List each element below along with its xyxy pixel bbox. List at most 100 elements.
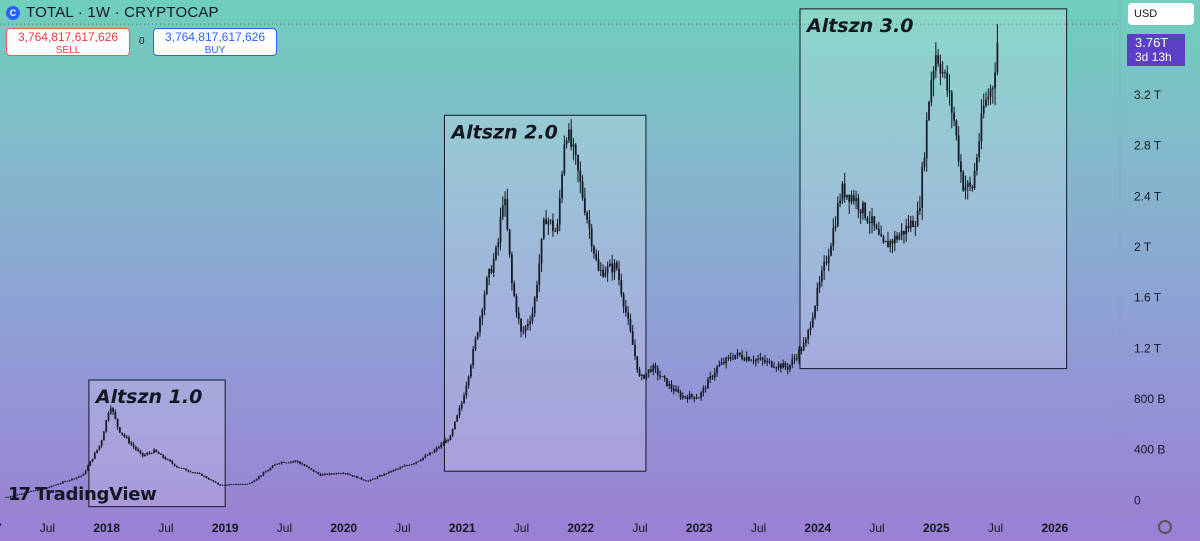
- candle: [463, 392, 465, 404]
- candle: [201, 473, 203, 476]
- candle: [930, 71, 933, 107]
- candle: [447, 438, 449, 443]
- candle: [84, 469, 87, 475]
- candle: [52, 485, 55, 487]
- last-price-value: 3.76T: [1135, 35, 1169, 50]
- candle: [645, 373, 648, 381]
- x-tick-label: Jul: [158, 521, 173, 535]
- candle: [438, 445, 440, 450]
- candle: [928, 100, 930, 122]
- candle: [506, 188, 509, 232]
- annotation-label: Altszn 1.0: [94, 386, 202, 408]
- candle: [456, 414, 459, 423]
- candle: [205, 475, 208, 479]
- candle: [75, 477, 78, 480]
- candle: [766, 358, 769, 367]
- candle: [196, 471, 199, 474]
- x-tick-label: 2017: [0, 521, 2, 535]
- candle: [599, 262, 602, 277]
- candle: [777, 361, 780, 371]
- candle: [376, 476, 379, 480]
- candle: [538, 254, 541, 293]
- candle: [716, 365, 718, 377]
- candle: [150, 452, 153, 454]
- candle: [743, 356, 746, 362]
- candle: [841, 181, 844, 205]
- candle: [198, 472, 201, 475]
- candle: [41, 488, 44, 490]
- candle: [554, 227, 557, 233]
- candle: [884, 240, 887, 243]
- candle: [344, 472, 347, 475]
- candle: [893, 230, 896, 252]
- annotation-box[interactable]: [443, 114, 647, 472]
- candle: [996, 23, 999, 76]
- candle: [440, 442, 443, 449]
- candle: [542, 217, 545, 240]
- candle: [207, 477, 210, 481]
- candle: [647, 369, 650, 378]
- candle: [299, 461, 301, 465]
- sell-button[interactable]: 3,764,817,617,626 SELL: [6, 28, 130, 56]
- candle: [761, 356, 764, 366]
- candle: [308, 466, 310, 469]
- candle: [253, 479, 256, 483]
- x-tick-label: Jul: [277, 521, 292, 535]
- candle: [643, 373, 646, 380]
- candle: [221, 484, 224, 486]
- annotation-box[interactable]: [799, 8, 1068, 370]
- candle: [71, 478, 73, 481]
- sell-label: SELL: [55, 45, 81, 56]
- candle: [144, 453, 146, 457]
- candle: [955, 119, 958, 141]
- tradingview-logo[interactable]: 17 TradingView: [8, 484, 157, 505]
- candle: [73, 478, 76, 480]
- candle: [426, 453, 429, 456]
- gear-icon[interactable]: [1158, 520, 1172, 534]
- candle: [900, 223, 903, 241]
- candle: [397, 468, 399, 471]
- candle: [809, 321, 812, 336]
- candle: [709, 371, 712, 383]
- candle: [424, 453, 427, 459]
- candle: [43, 488, 46, 489]
- y-tick-label: 800 B: [1134, 392, 1165, 406]
- candle: [923, 152, 926, 172]
- candle: [497, 238, 500, 256]
- candle: [887, 231, 889, 248]
- candle: [982, 93, 985, 119]
- price-axis: 0 400 B 800 B 1.2 T 1.6 T 2 T 2.4 T 2.8 T 3.2 T: [1134, 88, 1165, 507]
- candle: [987, 88, 990, 106]
- candle: [422, 457, 424, 461]
- candle: [871, 207, 873, 234]
- candle: [121, 432, 124, 437]
- candle: [25, 492, 28, 494]
- candle: [226, 484, 228, 486]
- candle: [433, 448, 436, 453]
- candle: [248, 482, 251, 484]
- candle: [916, 201, 919, 227]
- candle: [629, 313, 632, 333]
- currency-selector[interactable]: USD: [1128, 3, 1194, 25]
- candle: [9, 495, 12, 498]
- candle: [818, 275, 821, 293]
- annotation-box[interactable]: [88, 379, 226, 508]
- candle: [285, 462, 288, 464]
- candle: [711, 374, 714, 380]
- candle: [846, 194, 848, 200]
- x-tick-label: Jul: [751, 521, 766, 535]
- candle: [764, 354, 766, 365]
- candle: [449, 434, 452, 441]
- candle: [55, 484, 57, 486]
- candle: [805, 337, 807, 348]
- candle: [431, 452, 434, 454]
- candle: [125, 435, 128, 439]
- candle: [802, 337, 805, 352]
- candle: [754, 358, 757, 367]
- candle: [889, 239, 892, 253]
- candle: [515, 293, 518, 318]
- candle: [782, 359, 785, 369]
- buy-button[interactable]: 3,764,817,617,626 BUY: [153, 28, 277, 56]
